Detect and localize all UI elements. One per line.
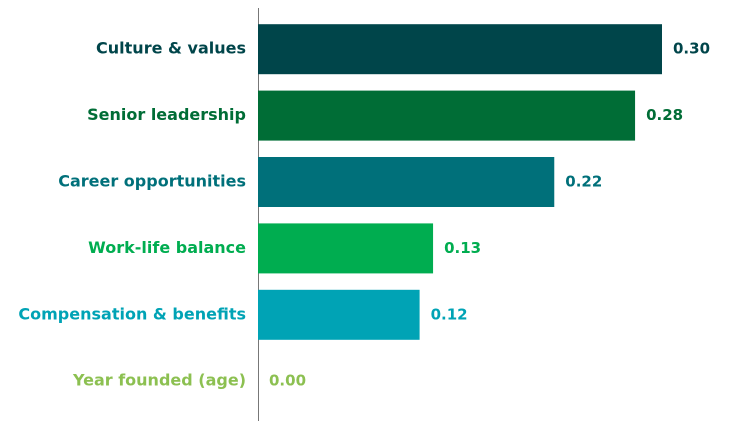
bar: [258, 157, 555, 207]
category-label: Career opportunities: [58, 172, 246, 191]
value-label: 0.28: [646, 106, 683, 124]
bar: [258, 24, 662, 75]
category-label: Culture & values: [96, 39, 246, 58]
category-label: Work-life balance: [88, 238, 246, 257]
value-label: 0.12: [431, 305, 468, 323]
category-label: Year founded (age): [72, 371, 246, 390]
bar: [258, 90, 636, 141]
category-label: Compensation & benefits: [18, 304, 246, 323]
value-label: 0.22: [565, 173, 602, 191]
value-label: 0.13: [444, 239, 481, 257]
value-label: 0.30: [673, 40, 710, 58]
bar: [258, 223, 434, 274]
category-label: Senior leadership: [87, 105, 246, 124]
bar: [258, 289, 420, 340]
value-label: 0.00: [269, 372, 306, 390]
